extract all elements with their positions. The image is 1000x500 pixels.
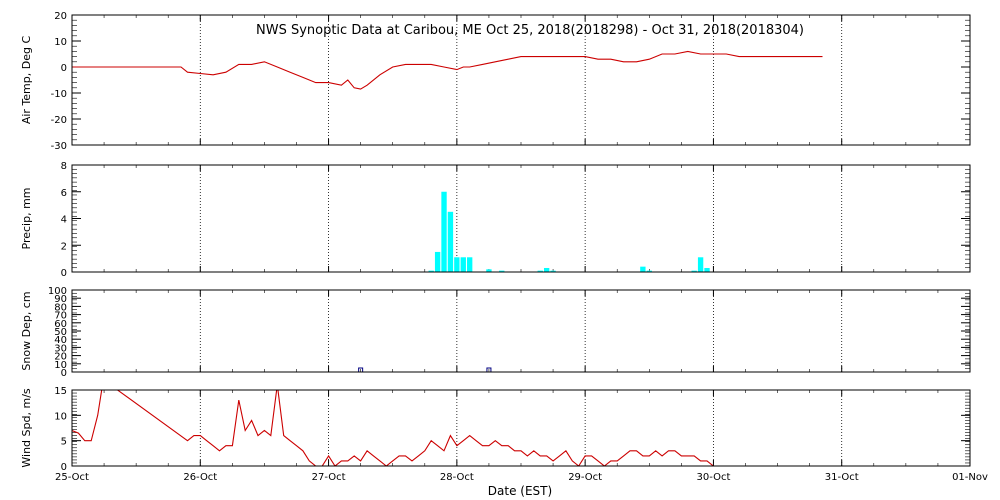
plot-area (72, 50, 823, 90)
x-tick-label: 01-Nov (952, 472, 988, 483)
chart-title: NWS Synoptic Data at Caribou, ME Oct 25,… (256, 23, 804, 38)
x-axis-label: Date (EST) (488, 484, 552, 498)
y-tick-label: 10 (54, 360, 67, 371)
panel-frame (71, 14, 971, 146)
y-tick-label: 90 (54, 294, 67, 305)
x-tick-label: 29-Oct (568, 472, 602, 483)
y-tick-label: 4 (61, 215, 67, 226)
precip-bar (697, 257, 704, 272)
y-tick-label: 80 (54, 302, 67, 313)
y-tick-label: 100 (48, 286, 67, 297)
snow-point (486, 367, 492, 372)
y-tick-label: 5 (61, 437, 67, 448)
precip-bar (467, 257, 473, 272)
precip-bar (550, 270, 556, 272)
y-tick-label: 6 (61, 188, 67, 199)
x-tick-label: 27-Oct (312, 472, 346, 483)
y-tick-label: 70 (54, 311, 67, 322)
y-tick-label: 50 (54, 327, 67, 338)
y-axis-label: Air Temp, Deg C (20, 36, 33, 125)
y-tick-label: 10 (54, 411, 67, 422)
precip-bar (704, 267, 710, 272)
y-tick-label: -30 (51, 141, 67, 152)
precip-bar (646, 270, 652, 272)
x-tick-label: 30-Oct (696, 472, 730, 483)
y-tick-label: 0 (61, 368, 67, 379)
x-tick-label: 25-Oct (55, 472, 89, 483)
snow-point (358, 367, 364, 372)
precip-bar (454, 257, 460, 272)
x-tick-label: 31-Oct (825, 472, 859, 483)
x-tick-label: 26-Oct (183, 472, 217, 483)
y-tick-label: -10 (51, 89, 67, 100)
precip-bar (460, 257, 466, 272)
y-tick-label: 40 (54, 335, 67, 346)
panel-frame (71, 164, 971, 273)
y-tick-label: 15 (54, 386, 67, 397)
precip-bar (428, 270, 434, 272)
y-axis-label: Precip, mm (20, 188, 33, 250)
plot-area (358, 367, 492, 372)
precip-bar (441, 191, 447, 272)
y-tick-label: 20 (54, 11, 67, 22)
y-tick-label: 30 (54, 343, 67, 354)
y-tick-label: 10 (54, 37, 67, 48)
y-tick-label: 8 (61, 161, 67, 172)
y-tick-label: 20 (54, 352, 67, 363)
panel-1: -30 -20 -10 0 10 20 Air Temp, Deg C (20, 11, 971, 152)
precip-bar (640, 266, 646, 272)
y-axis-label: Wind Spd, m/s (20, 388, 33, 468)
precip-bar (447, 211, 454, 272)
y-tick-label: 0 (61, 63, 67, 74)
precip-bar (434, 251, 441, 272)
precip-bar (691, 270, 697, 272)
y-axis-label: Snow Dep, cm (20, 291, 33, 370)
x-tick-label: 28-Oct (440, 472, 474, 483)
panel-2: 0 2 4 6 8 Precip, mm (20, 161, 971, 279)
y-tick-label: 2 (61, 241, 67, 252)
plot-area (428, 191, 710, 272)
series-line (72, 50, 823, 90)
panel-4: 0 5 10 15 Wind Spd, m/s (20, 386, 971, 473)
y-tick-label: 0 (61, 462, 67, 473)
plot-area (72, 390, 714, 466)
series-line (72, 390, 714, 466)
precip-bar (537, 270, 543, 272)
precip-bar (499, 270, 505, 272)
panel-frame (71, 289, 971, 373)
panel-frame (71, 389, 971, 467)
y-tick-label: 0 (61, 268, 67, 279)
y-tick-label: 60 (54, 319, 67, 330)
y-tick-label: -20 (51, 115, 67, 126)
precip-bar (486, 269, 492, 272)
precip-bar (543, 267, 550, 272)
